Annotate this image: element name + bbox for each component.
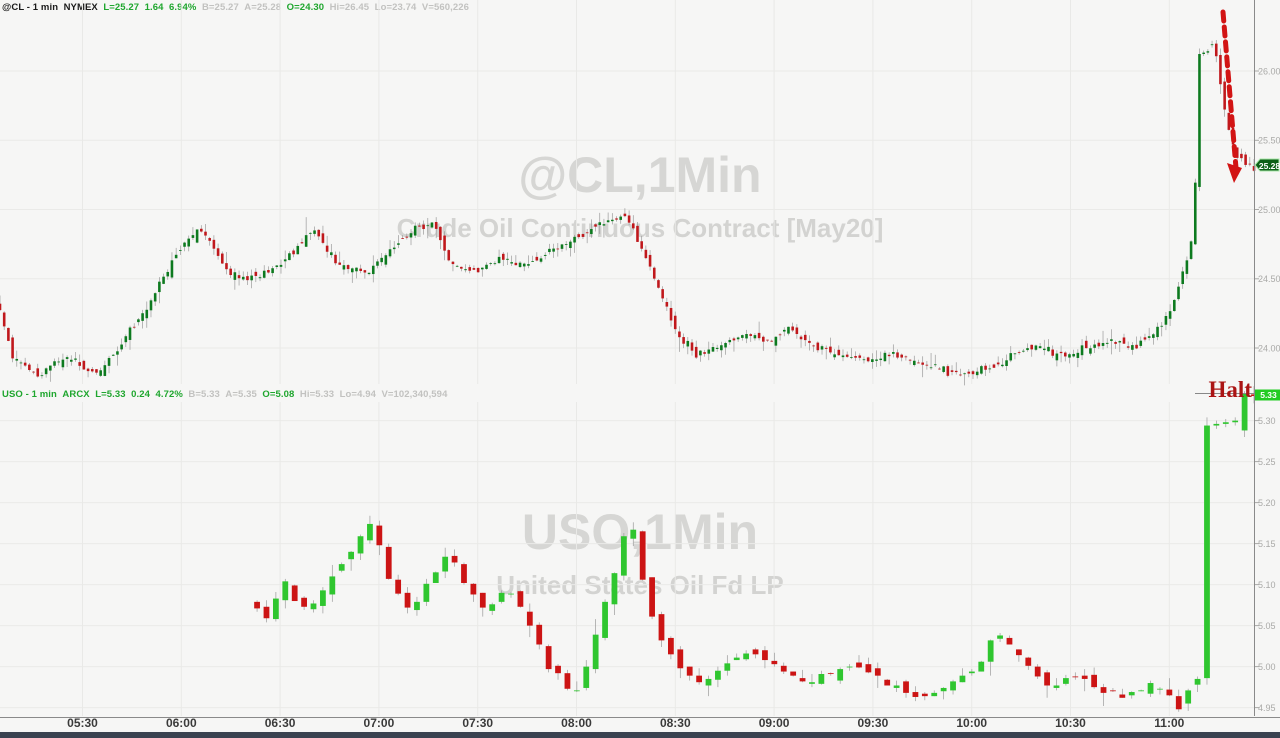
svg-text:5.25: 5.25	[1258, 457, 1276, 467]
svg-text:09:00: 09:00	[759, 716, 790, 730]
svg-text:05:30: 05:30	[67, 716, 98, 730]
svg-text:25.28: 25.28	[1259, 161, 1280, 171]
svg-text:10:30: 10:30	[1055, 716, 1086, 730]
svg-text:5.33: 5.33	[1260, 390, 1277, 400]
svg-text:4.95: 4.95	[1258, 703, 1276, 713]
svg-text:06:00: 06:00	[166, 716, 197, 730]
svg-text:08:30: 08:30	[660, 716, 691, 730]
svg-text:26.00: 26.00	[1258, 66, 1280, 76]
svg-text:24.00: 24.00	[1258, 343, 1280, 353]
svg-text:5.00: 5.00	[1258, 662, 1276, 672]
svg-text:24.50: 24.50	[1258, 274, 1280, 284]
svg-text:25.50: 25.50	[1258, 136, 1280, 146]
svg-text:Halt: Halt	[1209, 377, 1253, 402]
svg-text:5.15: 5.15	[1258, 539, 1276, 549]
svg-text:07:00: 07:00	[364, 716, 395, 730]
svg-text:5.10: 5.10	[1258, 580, 1276, 590]
svg-text:07:30: 07:30	[462, 716, 493, 730]
svg-text:10:00: 10:00	[956, 716, 987, 730]
svg-text:11:00: 11:00	[1154, 716, 1184, 730]
svg-text:5.05: 5.05	[1258, 621, 1276, 631]
svg-text:5.20: 5.20	[1258, 498, 1276, 508]
svg-text:5.30: 5.30	[1258, 416, 1276, 426]
svg-text:06:30: 06:30	[265, 716, 296, 730]
svg-text:25.00: 25.00	[1258, 205, 1280, 215]
svg-text:09:30: 09:30	[858, 716, 889, 730]
svg-text:08:00: 08:00	[561, 716, 592, 730]
